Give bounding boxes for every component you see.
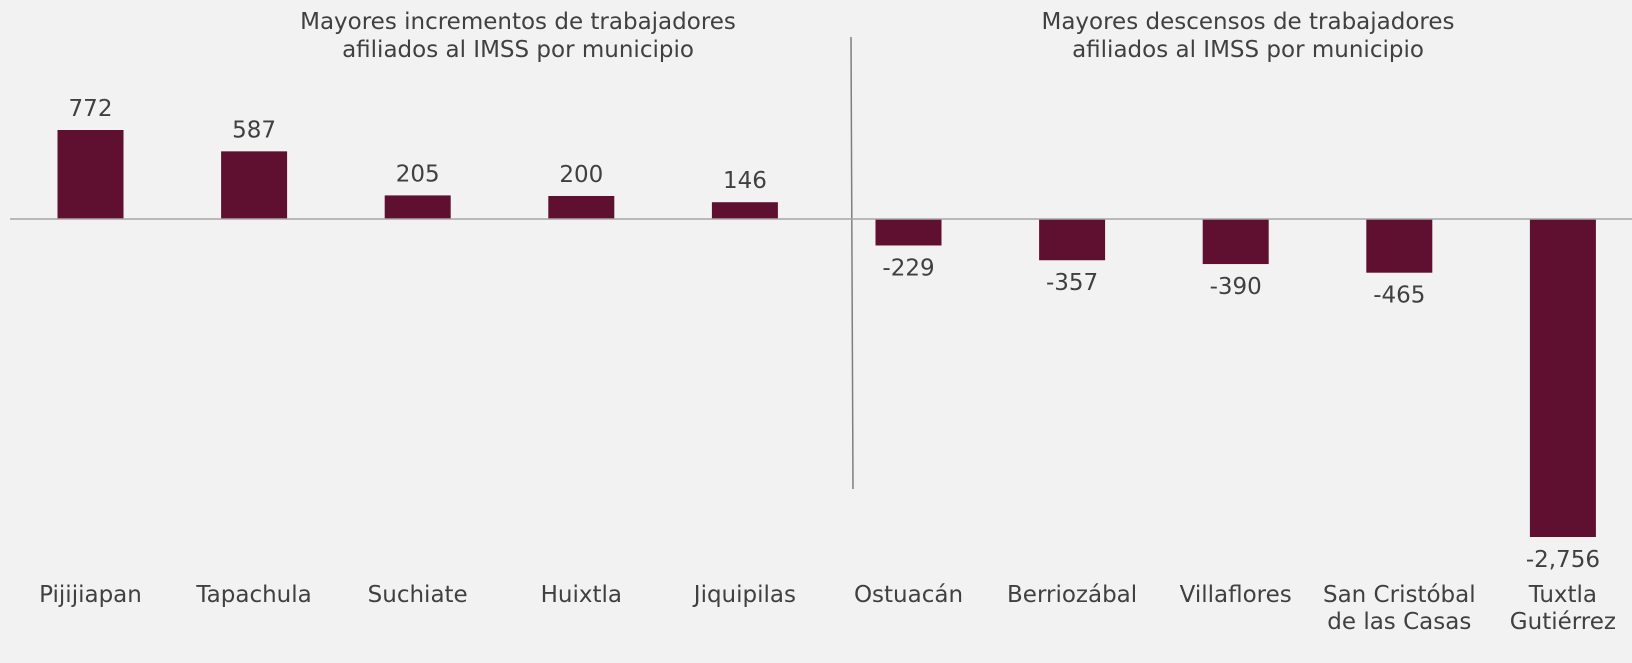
bar <box>1202 219 1269 265</box>
data-label: -357 <box>1046 270 1098 296</box>
bar <box>548 195 615 220</box>
x-tick-label: Villaflores <box>1179 582 1292 608</box>
data-label: 772 <box>69 96 113 122</box>
x-tick-label: Berriozábal <box>1007 582 1138 608</box>
bar <box>875 219 942 246</box>
x-tick-label: Tuxtla Gutiérrez <box>1509 582 1616 635</box>
divider <box>850 36 854 490</box>
x-tick-label: Jiquipilas <box>693 582 796 608</box>
x-tick-label: Tapachula <box>196 582 312 608</box>
bar <box>221 151 288 220</box>
x-tick-label: Suchiate <box>367 582 468 608</box>
data-label: -465 <box>1373 283 1425 309</box>
data-label: -229 <box>882 255 934 281</box>
x-tick-label: Huixtla <box>540 582 622 608</box>
panel-title: Mayores descensos de trabajadores afilia… <box>1041 9 1455 63</box>
bar <box>1366 219 1433 273</box>
x-tick-label: San Cristóbal de las Casas <box>1322 582 1476 635</box>
x-tick-label: Pijijiapan <box>39 582 142 608</box>
data-label: 200 <box>559 162 603 188</box>
x-tick-label: Ostuacán <box>853 582 964 608</box>
data-label: 205 <box>396 161 440 187</box>
bar <box>1529 219 1596 537</box>
data-label: 146 <box>723 168 767 194</box>
data-label: 587 <box>232 117 276 143</box>
data-label: -2,756 <box>1526 547 1600 573</box>
panel-title: Mayores incrementos de trabajadores afil… <box>300 9 736 63</box>
bar <box>57 130 124 220</box>
data-label: -390 <box>1210 274 1262 300</box>
bar <box>1039 219 1106 261</box>
bar <box>711 202 778 220</box>
bar <box>384 195 451 220</box>
